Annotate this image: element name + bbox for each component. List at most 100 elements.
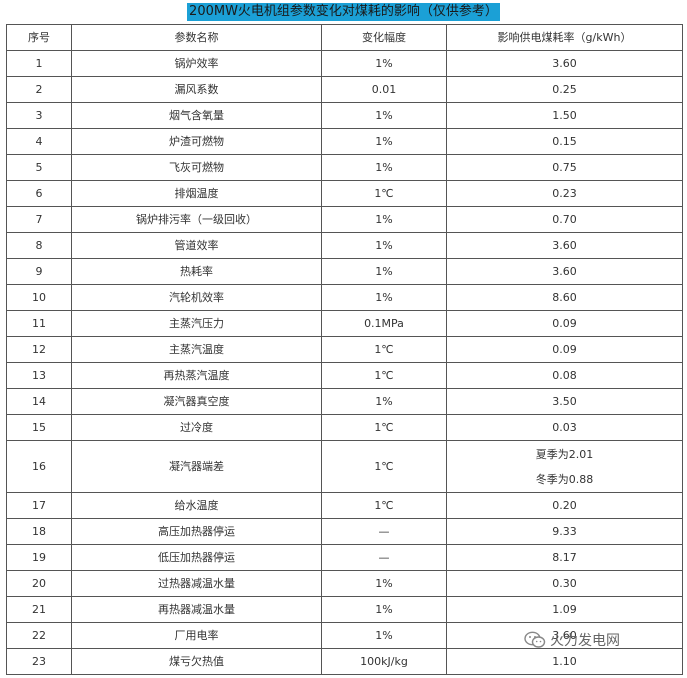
data-table: 序号 参数名称 变化幅度 影响供电煤耗率（g/kWh） 1 锅炉效率 1% 3.60 2… bbox=[6, 24, 683, 675]
cell-index: 5 bbox=[6, 154, 72, 181]
cell-impact: 3.60 bbox=[446, 622, 683, 649]
header-cell-index: 序号 bbox=[6, 24, 72, 51]
watermark: 火力发电网 bbox=[524, 630, 620, 650]
cell-param: 再热蒸汽温度 bbox=[71, 362, 322, 389]
cell-param: 锅炉排污率（一级回收） bbox=[71, 206, 322, 233]
cell-change: 1% bbox=[321, 388, 447, 415]
table-row: 18 高压加热器停运 —9.33 bbox=[6, 518, 683, 545]
cell-change: 1% bbox=[321, 622, 447, 649]
cell-impact: 0.25 bbox=[446, 76, 683, 103]
cell-impact: 3.60 bbox=[446, 232, 683, 259]
cell-change: 1% bbox=[321, 102, 447, 129]
cell-impact: 1.09 bbox=[446, 596, 683, 623]
cell-param: 管道效率 bbox=[71, 232, 322, 259]
cell-param: 烟气含氧量 bbox=[71, 102, 322, 129]
table-row: 8 管道效率 1% 3.60 bbox=[6, 232, 683, 259]
cell-impact-line: 冬季为0.88 bbox=[535, 472, 594, 486]
cell-param: 热耗率 bbox=[71, 258, 322, 285]
cell-index: 9 bbox=[6, 258, 72, 285]
wechat-icon bbox=[524, 631, 546, 648]
cell-param: 主蒸汽压力 bbox=[71, 310, 322, 337]
table-row: 5 飞灰可燃物 1% 0.75 bbox=[6, 154, 683, 181]
cell-change: 1℃ bbox=[321, 440, 447, 493]
table-row: 23 煤亏欠热值 100kJ/kg 1.10 bbox=[6, 648, 683, 675]
cell-param: 过冷度 bbox=[71, 414, 322, 441]
table-row: 11 主蒸汽压力 0.1MPa 0.09 bbox=[6, 310, 683, 337]
cell-change: 0.01 bbox=[321, 76, 447, 103]
cell-index: 11 bbox=[6, 310, 72, 337]
cell-change: 1℃ bbox=[321, 180, 447, 207]
cell-index: 8 bbox=[6, 232, 72, 259]
table-row: 10 汽轮机效率 1% 8.60 bbox=[6, 284, 683, 311]
cell-index: 2 bbox=[6, 76, 72, 103]
cell-index: 15 bbox=[6, 414, 72, 441]
cell-impact: 0.09 bbox=[446, 310, 683, 337]
cell-change: 1℃ bbox=[321, 336, 447, 363]
cell-impact: 0.70 bbox=[446, 206, 683, 233]
cell-impact: 3.60 bbox=[446, 258, 683, 285]
cell-change: 1℃ bbox=[321, 414, 447, 441]
table-row: 1 锅炉效率 1% 3.60 bbox=[6, 50, 683, 77]
table-row: 2 漏风系数 0.01 0.25 bbox=[6, 76, 683, 103]
cell-change: 1℃ bbox=[321, 362, 447, 389]
table-row: 21 再热器减温水量 1% 1.09 bbox=[6, 596, 683, 623]
cell-param: 过热器减温水量 bbox=[71, 570, 322, 597]
cell-param: 飞灰可燃物 bbox=[71, 154, 322, 181]
cell-param: 排烟温度 bbox=[71, 180, 322, 207]
cell-change: — bbox=[321, 518, 447, 545]
cell-impact: 3.60 bbox=[446, 50, 683, 77]
cell-index: 4 bbox=[6, 128, 72, 155]
cell-index: 13 bbox=[6, 362, 72, 389]
cell-impact: 0.30 bbox=[446, 570, 683, 597]
cell-impact: 0.20 bbox=[446, 492, 683, 519]
cell-change: 100kJ/kg bbox=[321, 648, 447, 675]
cell-param: 炉渣可燃物 bbox=[71, 128, 322, 155]
cell-index: 6 bbox=[6, 180, 72, 207]
cell-index: 16 bbox=[6, 440, 72, 493]
cell-impact: 8.17 bbox=[446, 544, 683, 571]
cell-change: 1% bbox=[321, 206, 447, 233]
cell-param: 凝汽器端差 bbox=[71, 440, 322, 493]
cell-change: 1% bbox=[321, 258, 447, 285]
table-row: 12 主蒸汽温度 1℃ 0.09 bbox=[6, 336, 683, 363]
table-row: 17 给水温度 1℃ 0.20 bbox=[6, 492, 683, 519]
table-row: 7 锅炉排污率（一级回收） 1% 0.70 bbox=[6, 206, 683, 233]
cell-param: 煤亏欠热值 bbox=[71, 648, 322, 675]
cell-impact: 8.60 bbox=[446, 284, 683, 311]
table-row: 22 厂用电率 1% 3.60 bbox=[6, 622, 683, 649]
cell-param: 高压加热器停运 bbox=[71, 518, 322, 545]
cell-param: 漏风系数 bbox=[71, 76, 322, 103]
table-row: 9 热耗率 1% 3.60 bbox=[6, 258, 683, 285]
table-row: 4 炉渣可燃物 1% 0.15 bbox=[6, 128, 683, 155]
cell-change: 1% bbox=[321, 570, 447, 597]
cell-index: 18 bbox=[6, 518, 72, 545]
cell-impact: 1.50 bbox=[446, 102, 683, 129]
header-cell-change: 变化幅度 bbox=[321, 24, 447, 51]
cell-change: 1% bbox=[321, 50, 447, 77]
cell-index: 3 bbox=[6, 102, 72, 129]
cell-change: 1% bbox=[321, 596, 447, 623]
cell-param: 给水温度 bbox=[71, 492, 322, 519]
cell-param: 凝汽器真空度 bbox=[71, 388, 322, 415]
title-container: 200MW火电机组参数变化对煤耗的影响（仅供参考） bbox=[0, 0, 687, 24]
table-row: 19 低压加热器停运 —8.17 bbox=[6, 544, 683, 571]
cell-param: 再热器减温水量 bbox=[71, 596, 322, 623]
cell-index: 7 bbox=[6, 206, 72, 233]
table-row: 13 再热蒸汽温度 1℃ 0.08 bbox=[6, 362, 683, 389]
cell-index: 12 bbox=[6, 336, 72, 363]
cell-impact: 0.03 bbox=[446, 414, 683, 441]
cell-param: 厂用电率 bbox=[71, 622, 322, 649]
table-row: 3 烟气含氧量 1% 1.50 bbox=[6, 102, 683, 129]
cell-change: — bbox=[321, 544, 447, 571]
table-row: 15 过冷度 1℃ 0.03 bbox=[6, 414, 683, 441]
table-row: 16 凝汽器端差 1℃ 夏季为2.01 冬季为0.88 bbox=[6, 440, 683, 493]
cell-param: 低压加热器停运 bbox=[71, 544, 322, 571]
page-title: 200MW火电机组参数变化对煤耗的影响（仅供参考） bbox=[187, 3, 500, 21]
cell-impact: 0.09 bbox=[446, 336, 683, 363]
header-cell-param: 参数名称 bbox=[71, 24, 322, 51]
cell-index: 20 bbox=[6, 570, 72, 597]
cell-impact-line: 夏季为2.01 bbox=[535, 447, 594, 461]
cell-impact: 夏季为2.01 冬季为0.88 bbox=[446, 440, 683, 493]
cell-impact: 9.33 bbox=[446, 518, 683, 545]
cell-impact: 3.50 bbox=[446, 388, 683, 415]
